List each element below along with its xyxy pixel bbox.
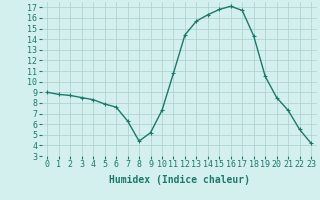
X-axis label: Humidex (Indice chaleur): Humidex (Indice chaleur) [109, 175, 250, 185]
